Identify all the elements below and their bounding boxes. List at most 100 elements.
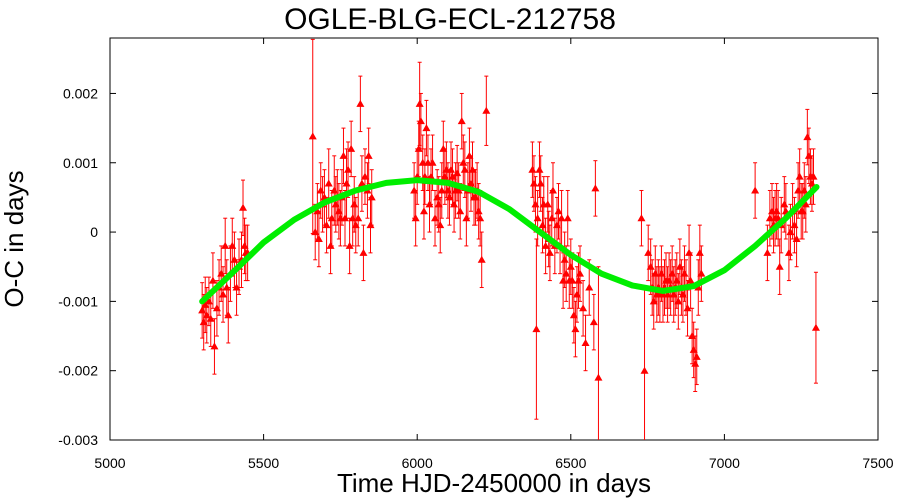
data-point [697, 245, 706, 302]
point-marker [240, 241, 249, 249]
data-point [208, 252, 217, 309]
data-point [457, 92, 466, 150]
point-marker [428, 158, 437, 166]
y-tick-label: 0.002 [63, 85, 98, 101]
data-point [239, 179, 248, 237]
x-tick-label: 6500 [555, 455, 586, 471]
data-point [411, 189, 420, 247]
data-point [801, 176, 810, 233]
point-marker [792, 235, 801, 242]
point-marker [345, 241, 354, 249]
data-point [775, 238, 784, 295]
point-marker [803, 133, 812, 141]
point-marker [436, 221, 445, 229]
point-marker [786, 228, 795, 236]
point-marker [579, 304, 588, 312]
point-marker [221, 241, 230, 249]
point-marker [545, 248, 554, 256]
point-marker [416, 117, 425, 125]
point-marker [531, 200, 540, 208]
point-marker [419, 207, 428, 215]
point-marker [795, 172, 804, 180]
data-point [536, 155, 545, 212]
point-marker [674, 297, 683, 305]
point-marker [411, 214, 420, 222]
data-point [674, 273, 683, 330]
point-marker [533, 214, 542, 222]
point-marker [563, 214, 572, 222]
point-marker [535, 165, 544, 173]
point-marker [686, 276, 695, 284]
point-marker [208, 276, 217, 284]
data-point [809, 148, 818, 205]
point-marker [206, 314, 215, 322]
y-axis-label: O-C in days [0, 170, 29, 307]
point-marker [560, 255, 569, 263]
data-point [571, 300, 580, 358]
data-point [219, 266, 228, 323]
point-marker [308, 132, 317, 140]
x-tick-label: 6000 [402, 455, 433, 471]
point-marker [532, 325, 541, 333]
data-point [581, 314, 590, 372]
point-marker [431, 214, 440, 222]
point-marker [538, 221, 547, 229]
y-tick-label: 0 [90, 224, 98, 240]
point-marker [354, 214, 363, 222]
point-marker [239, 203, 248, 211]
data-point [692, 328, 701, 386]
data-point [477, 231, 486, 289]
data-point [579, 280, 588, 337]
x-axis-ticks: 5000 5500 6000 6500 7000 7500 [94, 38, 894, 471]
data-point [314, 210, 323, 268]
data-point [751, 162, 760, 219]
y-tick-label: -0.003 [58, 432, 98, 448]
y-tick-label: 0.001 [63, 155, 98, 171]
point-marker [594, 373, 603, 381]
point-marker [589, 318, 598, 326]
point-marker [314, 235, 323, 242]
x-tick-label: 7500 [862, 455, 893, 471]
point-marker [562, 269, 571, 277]
data-point [359, 224, 368, 282]
point-marker [224, 311, 233, 319]
point-marker [339, 151, 348, 159]
data-point [532, 238, 541, 420]
data-points [198, 38, 820, 440]
data-point [594, 266, 603, 440]
data-point [566, 238, 575, 295]
data-point [415, 61, 424, 146]
data-point [591, 160, 600, 217]
chart-title: OGLE-BLG-ECL-212758 [284, 3, 616, 36]
plot-frame [109, 37, 879, 441]
point-marker [692, 352, 701, 360]
point-marker [482, 106, 491, 114]
point-marker [683, 304, 692, 312]
x-tick-label: 5500 [248, 455, 279, 471]
point-marker [356, 99, 365, 107]
point-marker [784, 248, 793, 256]
data-point [533, 189, 542, 247]
point-marker [576, 269, 585, 277]
point-marker [775, 262, 784, 270]
data-point [364, 127, 373, 185]
y-tick-label: -0.001 [58, 293, 98, 309]
data-point [554, 183, 563, 240]
point-marker [557, 214, 566, 222]
data-point [811, 271, 820, 384]
data-point [224, 287, 233, 344]
data-point [416, 92, 425, 150]
point-marker [316, 186, 325, 194]
point-marker [637, 214, 646, 222]
point-marker [801, 200, 810, 208]
data-point [482, 75, 491, 146]
data-point [422, 99, 431, 157]
data-point [356, 75, 365, 133]
point-marker [585, 283, 594, 291]
data-point [541, 217, 550, 275]
data-point [545, 224, 554, 282]
point-marker [640, 366, 649, 374]
y-axis-ticks: -0.003 -0.002 -0.001 0 0.001 0.002 [58, 85, 878, 448]
point-marker [477, 255, 486, 263]
